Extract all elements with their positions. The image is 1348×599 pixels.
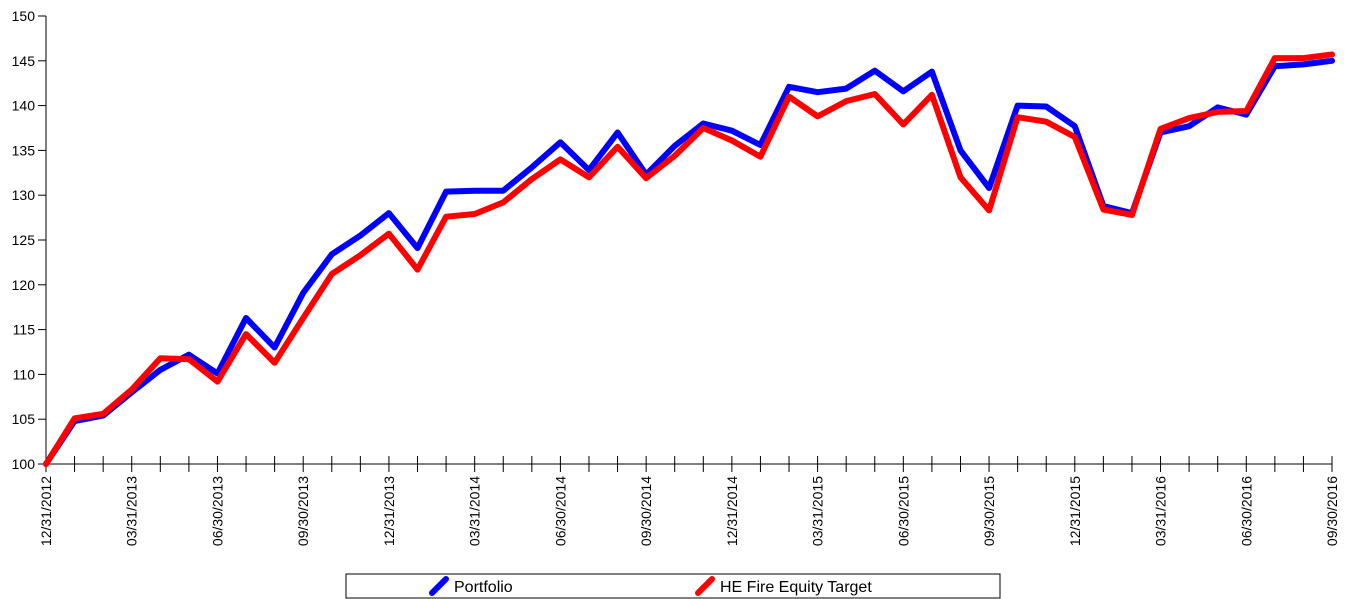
- legend-label: Portfolio: [454, 579, 513, 596]
- x-tick-label: 09/30/2015: [981, 476, 997, 546]
- y-tick-label: 120: [12, 277, 36, 293]
- series-line-target: [43, 51, 1335, 467]
- x-tick-label: 12/31/2012: [38, 476, 54, 546]
- y-tick-label: 110: [13, 366, 36, 382]
- x-tick-label: 06/30/2015: [895, 476, 911, 546]
- x-tick-label: 09/30/2013: [295, 476, 311, 546]
- y-axis: 100 105 110 115 120 125 130 135 140 145 150: [12, 8, 47, 472]
- y-tick-label: 145: [12, 53, 36, 69]
- x-tick-label: 06/30/2013: [209, 476, 225, 546]
- x-tick-label: 03/31/2015: [810, 476, 826, 546]
- y-tick-label: 115: [13, 322, 36, 338]
- y-tick-label: 125: [12, 232, 36, 248]
- y-tick-label: 150: [12, 8, 36, 24]
- y-tick-label: 140: [12, 98, 36, 114]
- x-tick-label: 03/31/2014: [467, 476, 483, 546]
- x-tick-label: 03/31/2013: [124, 476, 140, 546]
- legend-swatch: [695, 576, 715, 596]
- y-tick-label: 100: [12, 456, 36, 472]
- legend-label: HE Fire Equity Target: [720, 579, 872, 596]
- legend-swatch: [429, 576, 449, 596]
- x-axis: 12/31/2012 03/31/2013 06/30/2013 09/30/2013…: [38, 456, 1340, 546]
- x-tick-label: 09/30/2016: [1324, 476, 1340, 546]
- x-tick-label: 03/31/2016: [1153, 476, 1169, 546]
- series-lines: [43, 51, 1335, 467]
- x-tick-label: 12/31/2014: [724, 476, 740, 546]
- y-tick-label: 135: [12, 142, 36, 158]
- x-tick-label: 06/30/2014: [552, 476, 568, 546]
- legend-box: [345, 573, 1001, 599]
- x-tick-label: 12/31/2013: [381, 476, 397, 546]
- x-tick-label: 09/30/2014: [638, 476, 654, 546]
- y-tick-label: 105: [12, 411, 36, 427]
- x-tick-label: 06/30/2016: [1238, 476, 1254, 546]
- x-tick-label: 12/31/2015: [1067, 476, 1083, 546]
- legend: Portfolio HE Fire Equity Target: [345, 573, 1001, 599]
- y-tick-label: 130: [12, 187, 36, 203]
- series-line-portfolio: [43, 57, 1335, 467]
